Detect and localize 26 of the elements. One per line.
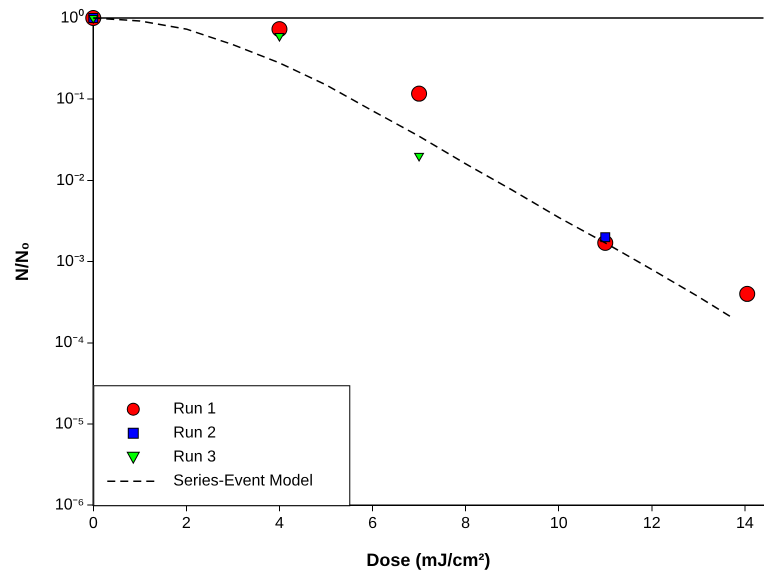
x-tick-label: 2	[182, 515, 191, 532]
y-axis-title: N/N₀	[12, 242, 32, 282]
y-tick-label: 10⁻¹	[56, 90, 84, 108]
legend-label: Run 1	[173, 400, 216, 418]
y-tick-label: 10⁻⁵	[54, 415, 84, 432]
y-tick-label: 10⁻⁶	[54, 496, 84, 514]
y-tick-label: 10⁻⁴	[54, 334, 84, 352]
legend-label: Series-Event Model	[173, 472, 313, 490]
x-tick-label: 10	[550, 515, 568, 532]
y-tick-label: 10⁻³	[56, 253, 85, 270]
y-tick-label: 10⁰	[60, 8, 84, 26]
x-tick-label: 0	[88, 515, 98, 532]
x-tick-label: 8	[461, 515, 470, 532]
y-tick-label: 10⁻²	[56, 172, 85, 189]
legend-label: Run 3	[173, 448, 216, 466]
point	[600, 232, 610, 242]
legend-label: Run 2	[173, 424, 216, 442]
x-tick-label: 6	[368, 515, 378, 532]
point	[739, 286, 756, 302]
point	[411, 86, 428, 102]
point	[414, 152, 424, 162]
point	[274, 32, 284, 42]
x-axis-title: Dose (mJ/cm²)	[366, 550, 490, 570]
x-tick-label: 4	[274, 515, 284, 532]
x-tick-label: 14	[736, 515, 754, 532]
x-tick-label: 12	[642, 515, 661, 532]
